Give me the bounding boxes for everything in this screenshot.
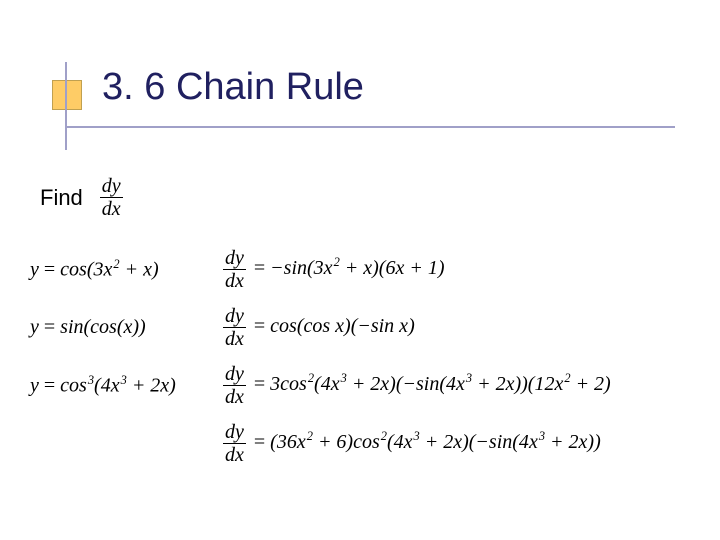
eq1-rhs: dydx = −sin(3x2 + x)(6x + 1) [220,248,445,291]
fraction-num: dy [100,176,123,196]
accent-square [52,80,82,110]
eq2-rhs: dydx = cos(cos x)(−sin x) [220,306,415,349]
equation-row-1: y = cos(3x2 + x) dydx = −sin(3x2 + x)(6x… [30,248,445,291]
eq1-lhs: y = cos(3x2 + x) [30,257,220,282]
fraction-den: dx [100,199,123,219]
slide: 3. 6 Chain Rule Find dy dx y = cos(3x2 +… [0,0,720,540]
find-row: Find dy dx [40,176,126,219]
title-underline [65,126,675,128]
eq4-rhs: dydx = (36x2 + 6)cos2(4x3 + 2x)(−sin(4x3… [220,422,601,465]
title-vline [65,62,67,150]
slide-title: 3. 6 Chain Rule [102,66,364,109]
eq3-lhs: y = cos3(4x3 + 2x) [30,373,220,398]
find-label: Find [40,185,83,211]
equation-row-4: dydx = (36x2 + 6)cos2(4x3 + 2x)(−sin(4x3… [220,422,601,465]
eq2-lhs: y = sin(cos(x)) [30,316,220,339]
equation-row-3: y = cos3(4x3 + 2x) dydx = 3cos2(4x3 + 2x… [30,364,611,407]
dy-dx-fraction: dy dx [97,176,126,219]
equation-row-2: y = sin(cos(x)) dydx = cos(cos x)(−sin x… [30,306,415,349]
eq3-rhs: dydx = 3cos2(4x3 + 2x)(−sin(4x3 + 2x))(1… [220,364,611,407]
